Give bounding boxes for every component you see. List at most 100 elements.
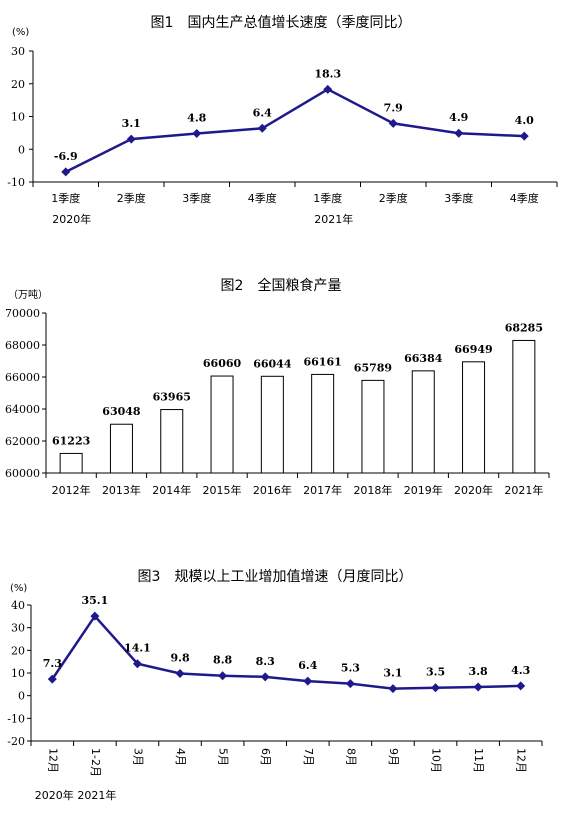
data-point-marker — [303, 676, 313, 686]
x-tick-label: 4月 — [174, 748, 187, 766]
year-group-label: 2021年 — [314, 212, 353, 226]
y-tick-label: 0 — [18, 143, 25, 156]
x-tick-label: 2016年 — [253, 483, 292, 497]
series-line — [51, 614, 521, 690]
data-label: 4.3 — [511, 664, 530, 677]
x-tick-label: 2021年 — [504, 483, 543, 497]
bar — [512, 339, 536, 474]
x-tick-label: 4季度 — [248, 191, 277, 205]
x-tick-label: 7月 — [302, 748, 315, 766]
data-point-marker — [473, 682, 483, 692]
y-tick-label: 10 — [11, 111, 25, 124]
bar — [109, 423, 133, 474]
x-tick-label: 2季度 — [379, 191, 408, 205]
y-tick-label: 0 — [18, 690, 25, 703]
data-label: 8.3 — [256, 655, 275, 668]
data-label: 3.5 — [426, 666, 445, 679]
data-label: 5.3 — [341, 662, 360, 675]
data-point-marker — [516, 681, 526, 691]
y-tick-label: 30 — [11, 622, 25, 635]
data-point-marker — [323, 84, 333, 94]
data-point-marker — [218, 671, 228, 681]
x-tick-label: 2020年 — [454, 483, 493, 497]
year-group-label: 2020年 — [52, 212, 91, 226]
data-label: 14.1 — [124, 642, 151, 655]
data-point-marker — [126, 134, 136, 144]
data-point-marker — [47, 674, 57, 684]
bar — [311, 373, 335, 474]
data-point-marker — [388, 684, 398, 694]
bar — [59, 452, 83, 474]
data-point-marker — [132, 659, 142, 669]
data-point-marker — [192, 129, 202, 139]
y-unit-label: (%) — [12, 27, 29, 38]
data-label: 18.3 — [314, 67, 341, 80]
x-tick-label: 4季度 — [510, 191, 539, 205]
data-label: -6.9 — [54, 150, 78, 163]
data-label: 66044 — [253, 357, 292, 370]
data-point-marker — [388, 118, 398, 128]
y-tick-label: 64000 — [5, 403, 40, 416]
data-point-marker — [90, 611, 100, 621]
y-tick-label: 60000 — [5, 467, 40, 480]
data-label: 66161 — [304, 355, 342, 368]
data-label: 9.8 — [170, 651, 189, 664]
chart-title: 图1 国内生产总值增长速度（季度同比） — [151, 15, 412, 31]
data-label: 63965 — [153, 391, 191, 404]
x-tick-label: 2017年 — [303, 483, 342, 497]
data-point-marker — [260, 672, 270, 682]
data-label: 4.9 — [449, 111, 468, 124]
data-label: 4.0 — [515, 114, 534, 127]
x-tick-label: 2季度 — [117, 191, 146, 205]
data-label: 4.8 — [187, 112, 206, 125]
x-tick-label: 11月 — [472, 748, 485, 773]
x-tick-label: 2013年 — [102, 483, 141, 497]
data-label: 66384 — [404, 352, 443, 365]
bar — [361, 379, 385, 474]
data-point-marker — [345, 679, 355, 689]
x-tick-label: 12月 — [46, 748, 59, 773]
x-tick-label: 9月 — [387, 748, 400, 766]
bar — [210, 375, 234, 474]
year-group-label: 2021年 — [77, 788, 116, 802]
y-tick-label: 30 — [11, 45, 25, 58]
x-tick-label: 2018年 — [353, 483, 392, 497]
data-label: 3.1 — [122, 117, 141, 130]
data-label: 7.9 — [384, 101, 403, 114]
x-tick-label: 6月 — [259, 748, 272, 766]
y-tick-label: 40 — [11, 599, 25, 612]
y-tick-label: 68000 — [5, 339, 40, 352]
x-tick-label: 3月 — [131, 748, 144, 766]
y-tick-label: 66000 — [5, 371, 40, 384]
x-tick-label: 2014年 — [152, 483, 191, 497]
bar — [160, 409, 184, 474]
series-line — [65, 87, 525, 173]
y-unit-label: （万吨） — [8, 288, 48, 301]
y-tick-label: -10 — [7, 176, 25, 189]
data-label: 6.4 — [298, 659, 317, 672]
data-point-marker — [257, 123, 267, 133]
x-tick-label: 5月 — [217, 748, 230, 766]
chart-title: 图2 全国粮食产量 — [221, 277, 342, 294]
y-tick-label: 10 — [11, 667, 25, 680]
data-label: 6.4 — [253, 106, 272, 119]
data-label: 61223 — [52, 434, 90, 447]
x-tick-label: 2015年 — [203, 483, 242, 497]
x-tick-label: 1-2月 — [89, 748, 102, 777]
x-tick-label: 1季度 — [313, 191, 342, 205]
data-label: 8.8 — [213, 654, 232, 667]
bar — [462, 361, 486, 474]
x-tick-label: 10月 — [430, 748, 443, 773]
grain-output-chart: 图2 全国粮食产量 （万吨） 60000 62000 64000 66000 68000 70… — [5, 277, 550, 497]
y-tick-label: 70000 — [5, 307, 40, 320]
bar — [260, 375, 284, 474]
data-label: 35.1 — [81, 594, 108, 607]
y-tick-label: 62000 — [5, 435, 40, 448]
industrial-growth-chart: 图3 规模以上工业增加值增速（月度同比） (%) -20 -10 0 10 20 30 40 12… — [7, 569, 543, 802]
y-tick-label: -10 — [7, 712, 25, 725]
data-label: 3.8 — [469, 665, 488, 678]
data-label: 68285 — [505, 321, 543, 334]
data-label: 65789 — [354, 361, 392, 374]
data-point-marker — [175, 668, 185, 678]
data-label: 66949 — [454, 343, 492, 356]
